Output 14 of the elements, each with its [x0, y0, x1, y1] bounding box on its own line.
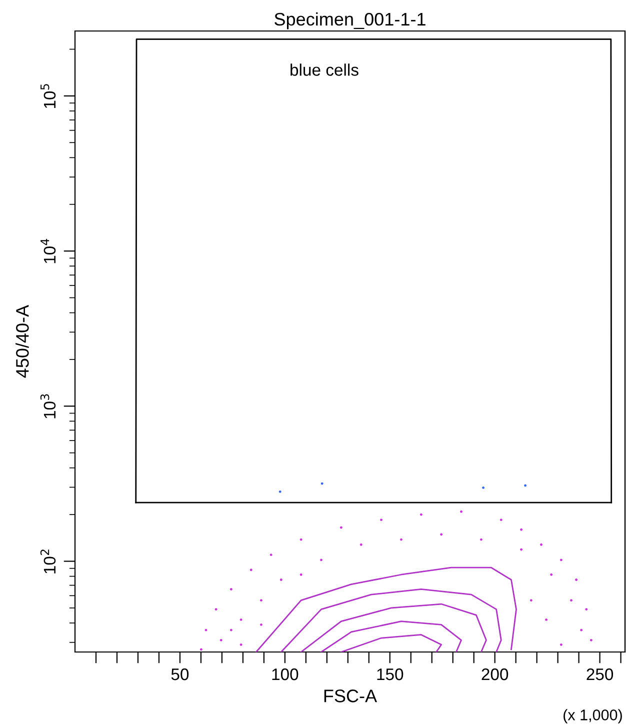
y-tick-label: 10$^{4}$ [40, 238, 56, 264]
x-axis-title: FSC-A [324, 690, 378, 702]
y-axis-title: 450/40-A [16, 304, 29, 378]
y-tick-label: 10$^{2}$ [40, 550, 56, 574]
x-tick-label: 250 [586, 668, 614, 680]
x-tick-label: 50 [171, 668, 189, 680]
text: (x 1,000) [564, 709, 622, 724]
x-tick-label: 100 [272, 668, 298, 680]
annotation: blue cells [290, 64, 358, 76]
x-tick-label: 200 [482, 668, 508, 680]
chart-title: Specimen_001-1-1 [274, 12, 426, 30]
x-tick-label: 150 [377, 668, 404, 680]
y-tick-label: 10$^{3}$ [40, 394, 56, 418]
y-tick-label: 10$^{5}$ [40, 84, 56, 108]
